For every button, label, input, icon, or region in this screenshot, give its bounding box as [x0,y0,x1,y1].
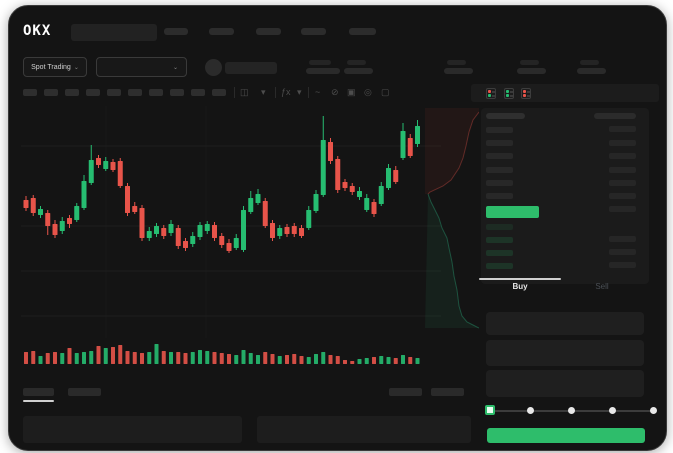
bottom-tab-indicator [23,400,54,402]
pair-name-placeholder [225,62,277,74]
tab-buy[interactable]: Buy [512,282,528,291]
ask-row[interactable] [486,193,513,199]
ask-row[interactable] [486,127,513,133]
price-input[interactable] [486,312,644,335]
interval-pill[interactable] [23,89,37,96]
stat-value-placeholder [444,68,473,74]
book-combined-icon[interactable] [486,88,496,99]
orderbook-toolbar [471,84,659,102]
bid-row[interactable] [486,237,513,243]
bottom-tab-open-orders[interactable] [23,388,54,396]
stat-value-placeholder [577,68,606,74]
nav-item-placeholder[interactable] [209,28,234,35]
app-window: OKX Spot Trading ⌄ ⌄ ◫ ▾ ƒx ▾ ~ ⊘ ▣ ◎ ▢ Buy Sell [8,5,667,451]
slider-stop[interactable] [609,407,616,414]
interval-pill[interactable] [65,89,79,96]
chevron-down-icon: ⌄ [172,64,178,71]
stat-label-placeholder [309,60,331,65]
interval-pill[interactable] [212,89,226,96]
bottom-action-placeholder[interactable] [431,388,464,396]
pair-selector[interactable]: ⌄ [96,57,187,77]
bid-row[interactable] [486,263,513,269]
nav-item-placeholder[interactable] [349,28,376,35]
market-type-selector[interactable]: Spot Trading ⌄ [23,57,87,77]
indicators-chevron-icon[interactable]: ▾ [297,87,302,97]
last-price-badge[interactable] [486,206,539,218]
stat-label-placeholder [447,60,466,65]
line-tool-icon[interactable]: ~ [315,87,321,97]
okx-logo: OKX [23,23,52,39]
slider-handle[interactable] [485,405,495,415]
book-bids-icon[interactable] [504,88,514,99]
stat-label-placeholder [520,60,539,65]
slider-stop[interactable] [650,407,657,414]
slider-stop[interactable] [527,407,534,414]
interval-pill[interactable] [44,89,58,96]
trade-row[interactable] [609,126,636,132]
settings-icon[interactable]: ◎ [364,87,372,97]
nav-item-placeholder[interactable] [301,28,326,35]
ask-row[interactable] [486,153,513,159]
book-asks-icon[interactable] [521,88,531,99]
bid-row[interactable] [486,250,513,256]
trade-row[interactable] [609,262,636,268]
trade-row[interactable] [609,249,636,255]
interval-pill[interactable] [170,89,184,96]
amount-input[interactable] [486,340,644,366]
drawing-tool-icon[interactable]: ⊘ [331,87,339,97]
chart-type-chevron-icon[interactable]: ▾ [261,87,266,97]
ask-row[interactable] [486,180,513,186]
price-chart[interactable] [21,106,479,368]
coin-icon [205,59,222,76]
trade-row[interactable] [609,140,636,146]
interval-pill[interactable] [149,89,163,96]
fullscreen-icon[interactable]: ▢ [381,87,390,97]
indicators-icon[interactable]: ƒx [281,87,291,97]
stat-label-placeholder [580,60,599,65]
nav-item-placeholder[interactable] [256,28,281,35]
stat-value-placeholder [517,68,546,74]
bottom-action-placeholder[interactable] [389,388,422,396]
trade-row[interactable] [609,193,636,199]
trade-row[interactable] [609,180,636,186]
slider-stop[interactable] [568,407,575,414]
interval-pill[interactable] [86,89,100,96]
active-tab-indicator [479,278,561,280]
trade-row[interactable] [609,236,636,242]
camera-icon[interactable]: ▣ [347,87,356,97]
orders-panel [23,416,242,443]
interval-pill[interactable] [191,89,205,96]
bottom-tab-order-history[interactable] [68,388,101,396]
interval-pill[interactable] [107,89,121,96]
stat-value-placeholder [306,68,340,74]
interval-pill[interactable] [128,89,142,96]
orderbook-header-placeholder [486,113,525,119]
ask-row[interactable] [486,140,513,146]
trade-row[interactable] [609,167,636,173]
tab-sell[interactable]: Sell [595,282,609,291]
chart-type-icon[interactable]: ◫ [240,87,249,97]
chevron-down-icon: ⌄ [73,64,79,71]
total-input[interactable] [486,370,644,397]
search-bar[interactable] [71,24,157,41]
nav-item-placeholder[interactable] [164,28,188,35]
trade-row[interactable] [609,153,636,159]
trade-row[interactable] [609,206,636,212]
market-type-label: Spot Trading [31,63,71,71]
trades-header-placeholder [594,113,636,119]
stat-label-placeholder [347,60,366,65]
ask-row[interactable] [486,167,513,173]
buy-submit-button[interactable] [487,428,645,443]
orders-panel [257,416,471,443]
stat-value-placeholder [344,68,373,74]
bid-row[interactable] [486,224,513,230]
